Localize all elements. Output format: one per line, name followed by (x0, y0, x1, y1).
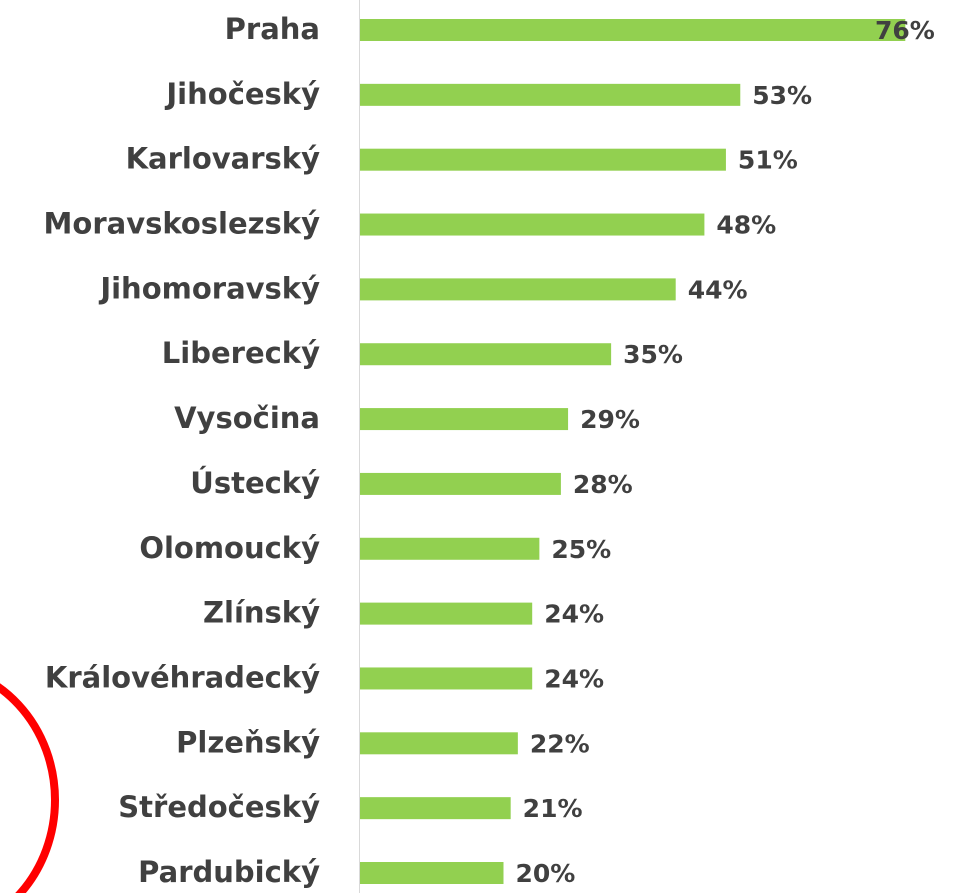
value-label: 48% (716, 211, 776, 240)
value-label: 51% (738, 146, 798, 175)
bar (360, 213, 705, 236)
value-label: 53% (752, 81, 812, 110)
category-label: Středočeský (118, 790, 320, 824)
bar (360, 602, 533, 625)
value-label: 28% (573, 470, 633, 499)
category-label: Jihomoravský (98, 271, 320, 305)
bar (360, 732, 518, 755)
category-label: Karlovarský (126, 142, 321, 176)
value-label: 35% (623, 340, 683, 369)
value-label: 20% (516, 859, 576, 888)
category-label: Olomoucký (139, 531, 320, 565)
category-label: Vysočina (174, 401, 320, 435)
value-label: 29% (580, 405, 640, 434)
bar (360, 667, 533, 690)
category-label: Královéhradecký (45, 660, 320, 694)
bar (360, 797, 511, 820)
value-label: 24% (544, 664, 604, 693)
bar (360, 278, 676, 301)
category-label: Zlínský (203, 596, 320, 630)
bar (360, 862, 504, 884)
bar (360, 343, 612, 366)
value-label: 21% (523, 794, 583, 823)
category-label: Jihočeský (164, 77, 320, 111)
bar (360, 408, 569, 431)
bar (360, 19, 906, 41)
category-label: Ústecký (190, 466, 320, 500)
category-label: Praha (225, 12, 320, 46)
highlight-circle (0, 683, 59, 893)
value-label: 24% (544, 600, 604, 629)
category-label: Pardubický (138, 855, 320, 889)
bar (360, 472, 561, 495)
value-label: 22% (530, 729, 590, 758)
value-label: 44% (688, 275, 748, 304)
bar (360, 148, 726, 171)
category-label: Liberecký (162, 336, 320, 370)
bar (360, 537, 540, 560)
value-label: 25% (551, 535, 611, 564)
category-label: Plzeňský (176, 725, 320, 759)
value-label: 76% (875, 16, 935, 45)
bar (360, 83, 741, 106)
category-label: Moravskoslezský (44, 207, 321, 241)
